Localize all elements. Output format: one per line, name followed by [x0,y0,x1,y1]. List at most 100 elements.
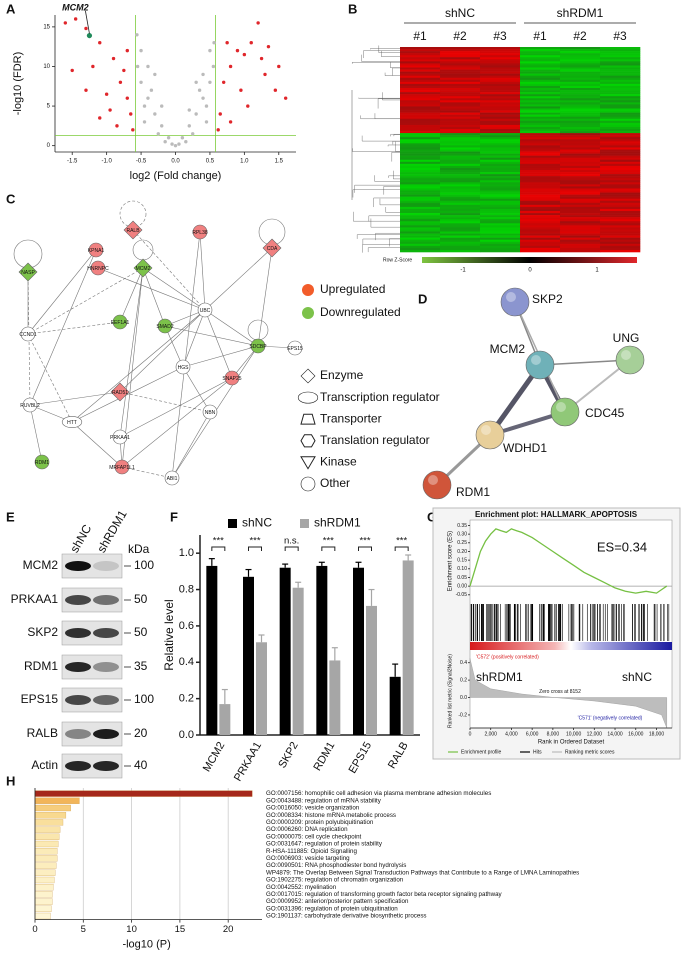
node-highlight [481,425,491,435]
heatmap-cell [520,67,561,70]
heatmap-cell [480,102,521,105]
heatmap-cell [400,71,441,74]
group-label: shRDM1 [557,6,604,20]
marker-label: 50 [134,625,148,639]
heatmap-cell [560,114,601,117]
legend-shape [297,391,319,404]
network-edge [164,325,259,347]
heatmap-cell [400,110,441,113]
point [197,88,202,92]
heatmap-cell [440,143,481,146]
heatmap-cell [440,174,481,177]
x-tick-label: 1.5 [275,159,284,165]
heatmap-cell [560,147,601,150]
network-edge [204,309,259,347]
heatmap-cell [480,85,521,89]
y-tick-label: 0.8 [179,583,194,595]
heatmap-cell [560,106,601,109]
heatmap-cell [560,149,601,152]
x-tick-label: 1.0 [240,159,249,165]
y-tick-label: 0.4 [179,656,194,668]
heatmap-cell [600,79,641,83]
replicate-label: #1 [413,29,427,43]
bar [402,560,414,735]
heatmap-cell [480,225,521,228]
point [191,132,195,136]
y-tick-label: 15 [43,24,50,30]
heatmap-cell [520,194,561,197]
metric-area [469,658,667,729]
heatmap-cell [440,55,481,58]
heatmap-cell [440,81,481,85]
heatmap-cell [480,104,521,107]
point [170,142,174,146]
heatmap-cell [600,159,641,163]
heatmap-cell [560,61,601,64]
heatmap-cell [400,102,441,105]
heatmap-cell [440,147,481,150]
marker-label: 50 [134,592,148,606]
bar [34,898,53,905]
x-tick-label: 14,000 [607,731,623,737]
heatmap-cell [480,231,521,234]
heatmap-cell [440,245,481,249]
heatmap-cell [520,215,561,218]
y-tick-label: -0.05 [456,592,468,598]
heatmap-cell [560,198,601,202]
point [194,112,198,116]
heatmap-cell [560,204,601,208]
point [118,80,123,85]
significance-bracket [321,546,336,551]
heatmap-cell [600,198,641,202]
heatmap-cell [600,221,641,224]
heatmap-cell [480,55,521,58]
heatmap-cell [440,241,481,245]
heatmap-cell [600,174,641,177]
heatmap-cell [480,124,521,128]
heatmap-cell [560,153,601,156]
heatmap-cell [600,145,641,148]
heatmap-cell [520,116,561,120]
protein-label: PRKAA1 [11,592,59,606]
x-tick-label: 18,000 [649,731,665,737]
heatmap-cell [520,225,561,228]
heatmap-cell [480,155,521,158]
heatmap-cell [560,245,601,249]
heatmap-cell [440,247,481,251]
heatmap-cell [400,73,441,76]
node-label: HNRNPC [87,266,109,272]
heatmap-cell [480,53,521,56]
heatmap-cell [520,47,561,50]
band [93,561,119,571]
point [146,96,150,100]
heatmap-cell [440,239,481,243]
band [65,695,91,705]
heatmap-cell [400,90,441,93]
y-tick-label: 0.00 [457,583,467,589]
point [212,41,216,45]
heatmap-cell [440,176,481,179]
heatmap-cell [400,124,441,128]
category-label: GO:0016050: vesicle organization [266,805,360,812]
node-label: EPS15 [287,346,303,352]
heatmap-cell [400,159,441,163]
heatmap-cell [480,180,521,183]
legend-swatch [302,284,314,296]
heatmap-cell [400,53,441,56]
y-tick-label: 10 [43,64,50,70]
network-node [224,370,240,386]
bar [34,790,253,797]
heatmap-cell [480,176,521,179]
heatmap-cell [560,139,601,142]
heatmap-cell [480,157,521,161]
heatmap-cell [440,116,481,120]
heatmap-cell [520,223,561,226]
network-edge [27,321,121,335]
heatmap-cell [600,200,641,204]
heatmap-cell [520,81,561,85]
network-edge [142,267,206,311]
point [256,21,260,25]
heatmap-cell [560,96,601,99]
heatmap-cell [400,61,441,64]
heatmap-cell [440,118,481,122]
